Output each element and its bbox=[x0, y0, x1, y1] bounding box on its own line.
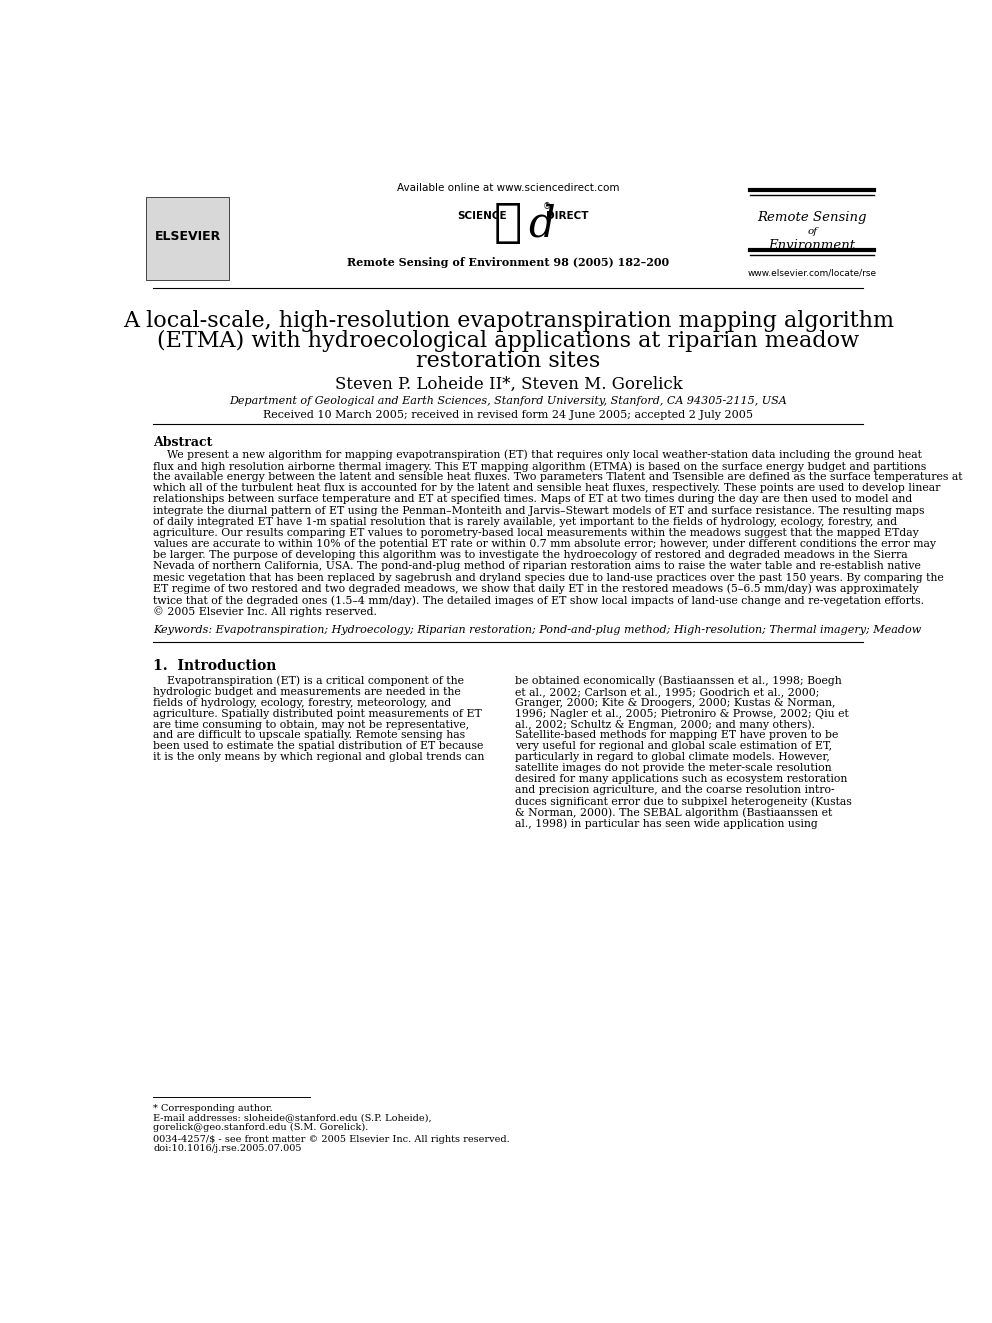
Text: Available online at www.sciencedirect.com: Available online at www.sciencedirect.co… bbox=[397, 184, 620, 193]
Text: Nevada of northern California, USA. The pond-and-plug method of riparian restora: Nevada of northern California, USA. The … bbox=[154, 561, 922, 572]
Text: Environment: Environment bbox=[769, 239, 856, 251]
Text: values are accurate to within 10% of the potential ET rate or within 0.7 mm abso: values are accurate to within 10% of the… bbox=[154, 540, 936, 549]
Text: flux and high resolution airborne thermal imagery. This ET mapping algorithm (ET: flux and high resolution airborne therma… bbox=[154, 460, 927, 471]
Text: Remote Sensing: Remote Sensing bbox=[758, 212, 867, 224]
Text: ET regime of two restored and two degraded meadows, we show that daily ET in the: ET regime of two restored and two degrad… bbox=[154, 583, 919, 594]
Text: 0034-4257/$ - see front matter © 2005 Elsevier Inc. All rights reserved.: 0034-4257/$ - see front matter © 2005 El… bbox=[154, 1135, 510, 1144]
Text: mesic vegetation that has been replaced by sagebrush and dryland species due to : mesic vegetation that has been replaced … bbox=[154, 573, 944, 582]
Text: of daily integrated ET have 1-m spatial resolution that is rarely available, yet: of daily integrated ET have 1-m spatial … bbox=[154, 517, 898, 527]
Text: et al., 2002; Carlson et al., 1995; Goodrich et al., 2000;: et al., 2002; Carlson et al., 1995; Good… bbox=[515, 687, 819, 697]
Text: are time consuming to obtain, may not be representative,: are time consuming to obtain, may not be… bbox=[154, 720, 469, 729]
Text: We present a new algorithm for mapping evapotranspiration (ET) that requires onl: We present a new algorithm for mapping e… bbox=[154, 450, 923, 460]
Text: very useful for regional and global scale estimation of ET,: very useful for regional and global scal… bbox=[515, 741, 831, 751]
Text: be obtained economically (Bastiaanssen et al., 1998; Boegh: be obtained economically (Bastiaanssen e… bbox=[515, 676, 841, 687]
Text: Granger, 2000; Kite & Droogers, 2000; Kustas & Norman,: Granger, 2000; Kite & Droogers, 2000; Ku… bbox=[515, 697, 835, 708]
Text: & Norman, 2000). The SEBAL algorithm (Bastiaanssen et: & Norman, 2000). The SEBAL algorithm (Ba… bbox=[515, 807, 832, 818]
Text: agriculture. Spatially distributed point measurements of ET: agriculture. Spatially distributed point… bbox=[154, 709, 482, 718]
Text: ®: ® bbox=[544, 202, 552, 210]
Text: relationships between surface temperature and ET at specified times. Maps of ET : relationships between surface temperatur… bbox=[154, 495, 913, 504]
Text: Keywords: Evapotranspiration; Hydroecology; Riparian restoration; Pond-and-plug : Keywords: Evapotranspiration; Hydroecolo… bbox=[154, 624, 922, 635]
Text: Evapotranspiration (ET) is a critical component of the: Evapotranspiration (ET) is a critical co… bbox=[154, 676, 464, 687]
Text: al., 2002; Schultz & Engman, 2000; and many others).: al., 2002; Schultz & Engman, 2000; and m… bbox=[515, 720, 814, 730]
Text: SCIENCE: SCIENCE bbox=[457, 212, 507, 221]
Text: of: of bbox=[807, 226, 817, 235]
Text: Remote Sensing of Environment 98 (2005) 182–200: Remote Sensing of Environment 98 (2005) … bbox=[347, 257, 670, 269]
Text: 1.  Introduction: 1. Introduction bbox=[154, 659, 277, 673]
Text: be larger. The purpose of developing this algorithm was to investigate the hydro: be larger. The purpose of developing thi… bbox=[154, 550, 908, 561]
Text: the available energy between the latent and sensible heat fluxes. Two parameters: the available energy between the latent … bbox=[154, 472, 963, 482]
Text: integrate the diurnal pattern of ET using the Penman–Monteith and Jarvis–Stewart: integrate the diurnal pattern of ET usin… bbox=[154, 505, 925, 516]
Text: Satellite-based methods for mapping ET have proven to be: Satellite-based methods for mapping ET h… bbox=[515, 730, 838, 741]
Text: fields of hydrology, ecology, forestry, meteorology, and: fields of hydrology, ecology, forestry, … bbox=[154, 697, 451, 708]
Text: Steven P. Loheide II*, Steven M. Gorelick: Steven P. Loheide II*, Steven M. Gorelic… bbox=[334, 376, 682, 393]
Text: been used to estimate the spatial distribution of ET because: been used to estimate the spatial distri… bbox=[154, 741, 484, 751]
Bar bbox=[146, 197, 229, 280]
Text: d: d bbox=[529, 204, 556, 246]
Text: which all of the turbulent heat flux is accounted for by the latent and sensible: which all of the turbulent heat flux is … bbox=[154, 483, 940, 493]
Text: and precision agriculture, and the coarse resolution intro-: and precision agriculture, and the coars… bbox=[515, 785, 834, 795]
Text: ELSEVIER: ELSEVIER bbox=[155, 230, 220, 243]
Text: DIRECT: DIRECT bbox=[547, 212, 589, 221]
Text: E-mail addresses: sloheide@stanford.edu (S.P. Loheide),: E-mail addresses: sloheide@stanford.edu … bbox=[154, 1114, 433, 1122]
Text: © 2005 Elsevier Inc. All rights reserved.: © 2005 Elsevier Inc. All rights reserved… bbox=[154, 606, 377, 617]
Text: www.elsevier.com/locate/rse: www.elsevier.com/locate/rse bbox=[748, 269, 877, 277]
Text: Abstract: Abstract bbox=[154, 437, 213, 448]
Text: doi:10.1016/j.rse.2005.07.005: doi:10.1016/j.rse.2005.07.005 bbox=[154, 1144, 302, 1154]
Text: * Corresponding author.: * Corresponding author. bbox=[154, 1105, 273, 1114]
Text: al., 1998) in particular has seen wide application using: al., 1998) in particular has seen wide a… bbox=[515, 818, 817, 828]
Text: ⓐ: ⓐ bbox=[493, 201, 522, 246]
Text: particularly in regard to global climate models. However,: particularly in regard to global climate… bbox=[515, 753, 829, 762]
Text: it is the only means by which regional and global trends can: it is the only means by which regional a… bbox=[154, 753, 485, 762]
Text: restoration sites: restoration sites bbox=[417, 349, 600, 372]
Text: agriculture. Our results comparing ET values to porometry-based local measuremen: agriculture. Our results comparing ET va… bbox=[154, 528, 920, 538]
Text: twice that of the degraded ones (1.5–4 mm/day). The detailed images of ET show l: twice that of the degraded ones (1.5–4 m… bbox=[154, 595, 925, 606]
Text: (ETMA) with hydroecological applications at riparian meadow: (ETMA) with hydroecological applications… bbox=[158, 329, 859, 352]
Text: A local-scale, high-resolution evapotranspiration mapping algorithm: A local-scale, high-resolution evapotran… bbox=[123, 310, 894, 332]
Text: satellite images do not provide the meter-scale resolution: satellite images do not provide the mete… bbox=[515, 763, 831, 773]
Text: 1996; Nagler et al., 2005; Pietroniro & Prowse, 2002; Qiu et: 1996; Nagler et al., 2005; Pietroniro & … bbox=[515, 709, 848, 718]
Text: gorelick@geo.stanford.edu (S.M. Gorelick).: gorelick@geo.stanford.edu (S.M. Gorelick… bbox=[154, 1123, 369, 1132]
Text: hydrologic budget and measurements are needed in the: hydrologic budget and measurements are n… bbox=[154, 687, 461, 697]
Text: duces significant error due to subpixel heterogeneity (Kustas: duces significant error due to subpixel … bbox=[515, 796, 851, 807]
Text: Department of Geological and Earth Sciences, Stanford University, Stanford, CA 9: Department of Geological and Earth Scien… bbox=[229, 396, 788, 406]
Text: and are difficult to upscale spatially. Remote sensing has: and are difficult to upscale spatially. … bbox=[154, 730, 465, 741]
Text: Received 10 March 2005; received in revised form 24 June 2005; accepted 2 July 2: Received 10 March 2005; received in revi… bbox=[264, 410, 753, 419]
Text: desired for many applications such as ecosystem restoration: desired for many applications such as ec… bbox=[515, 774, 847, 785]
